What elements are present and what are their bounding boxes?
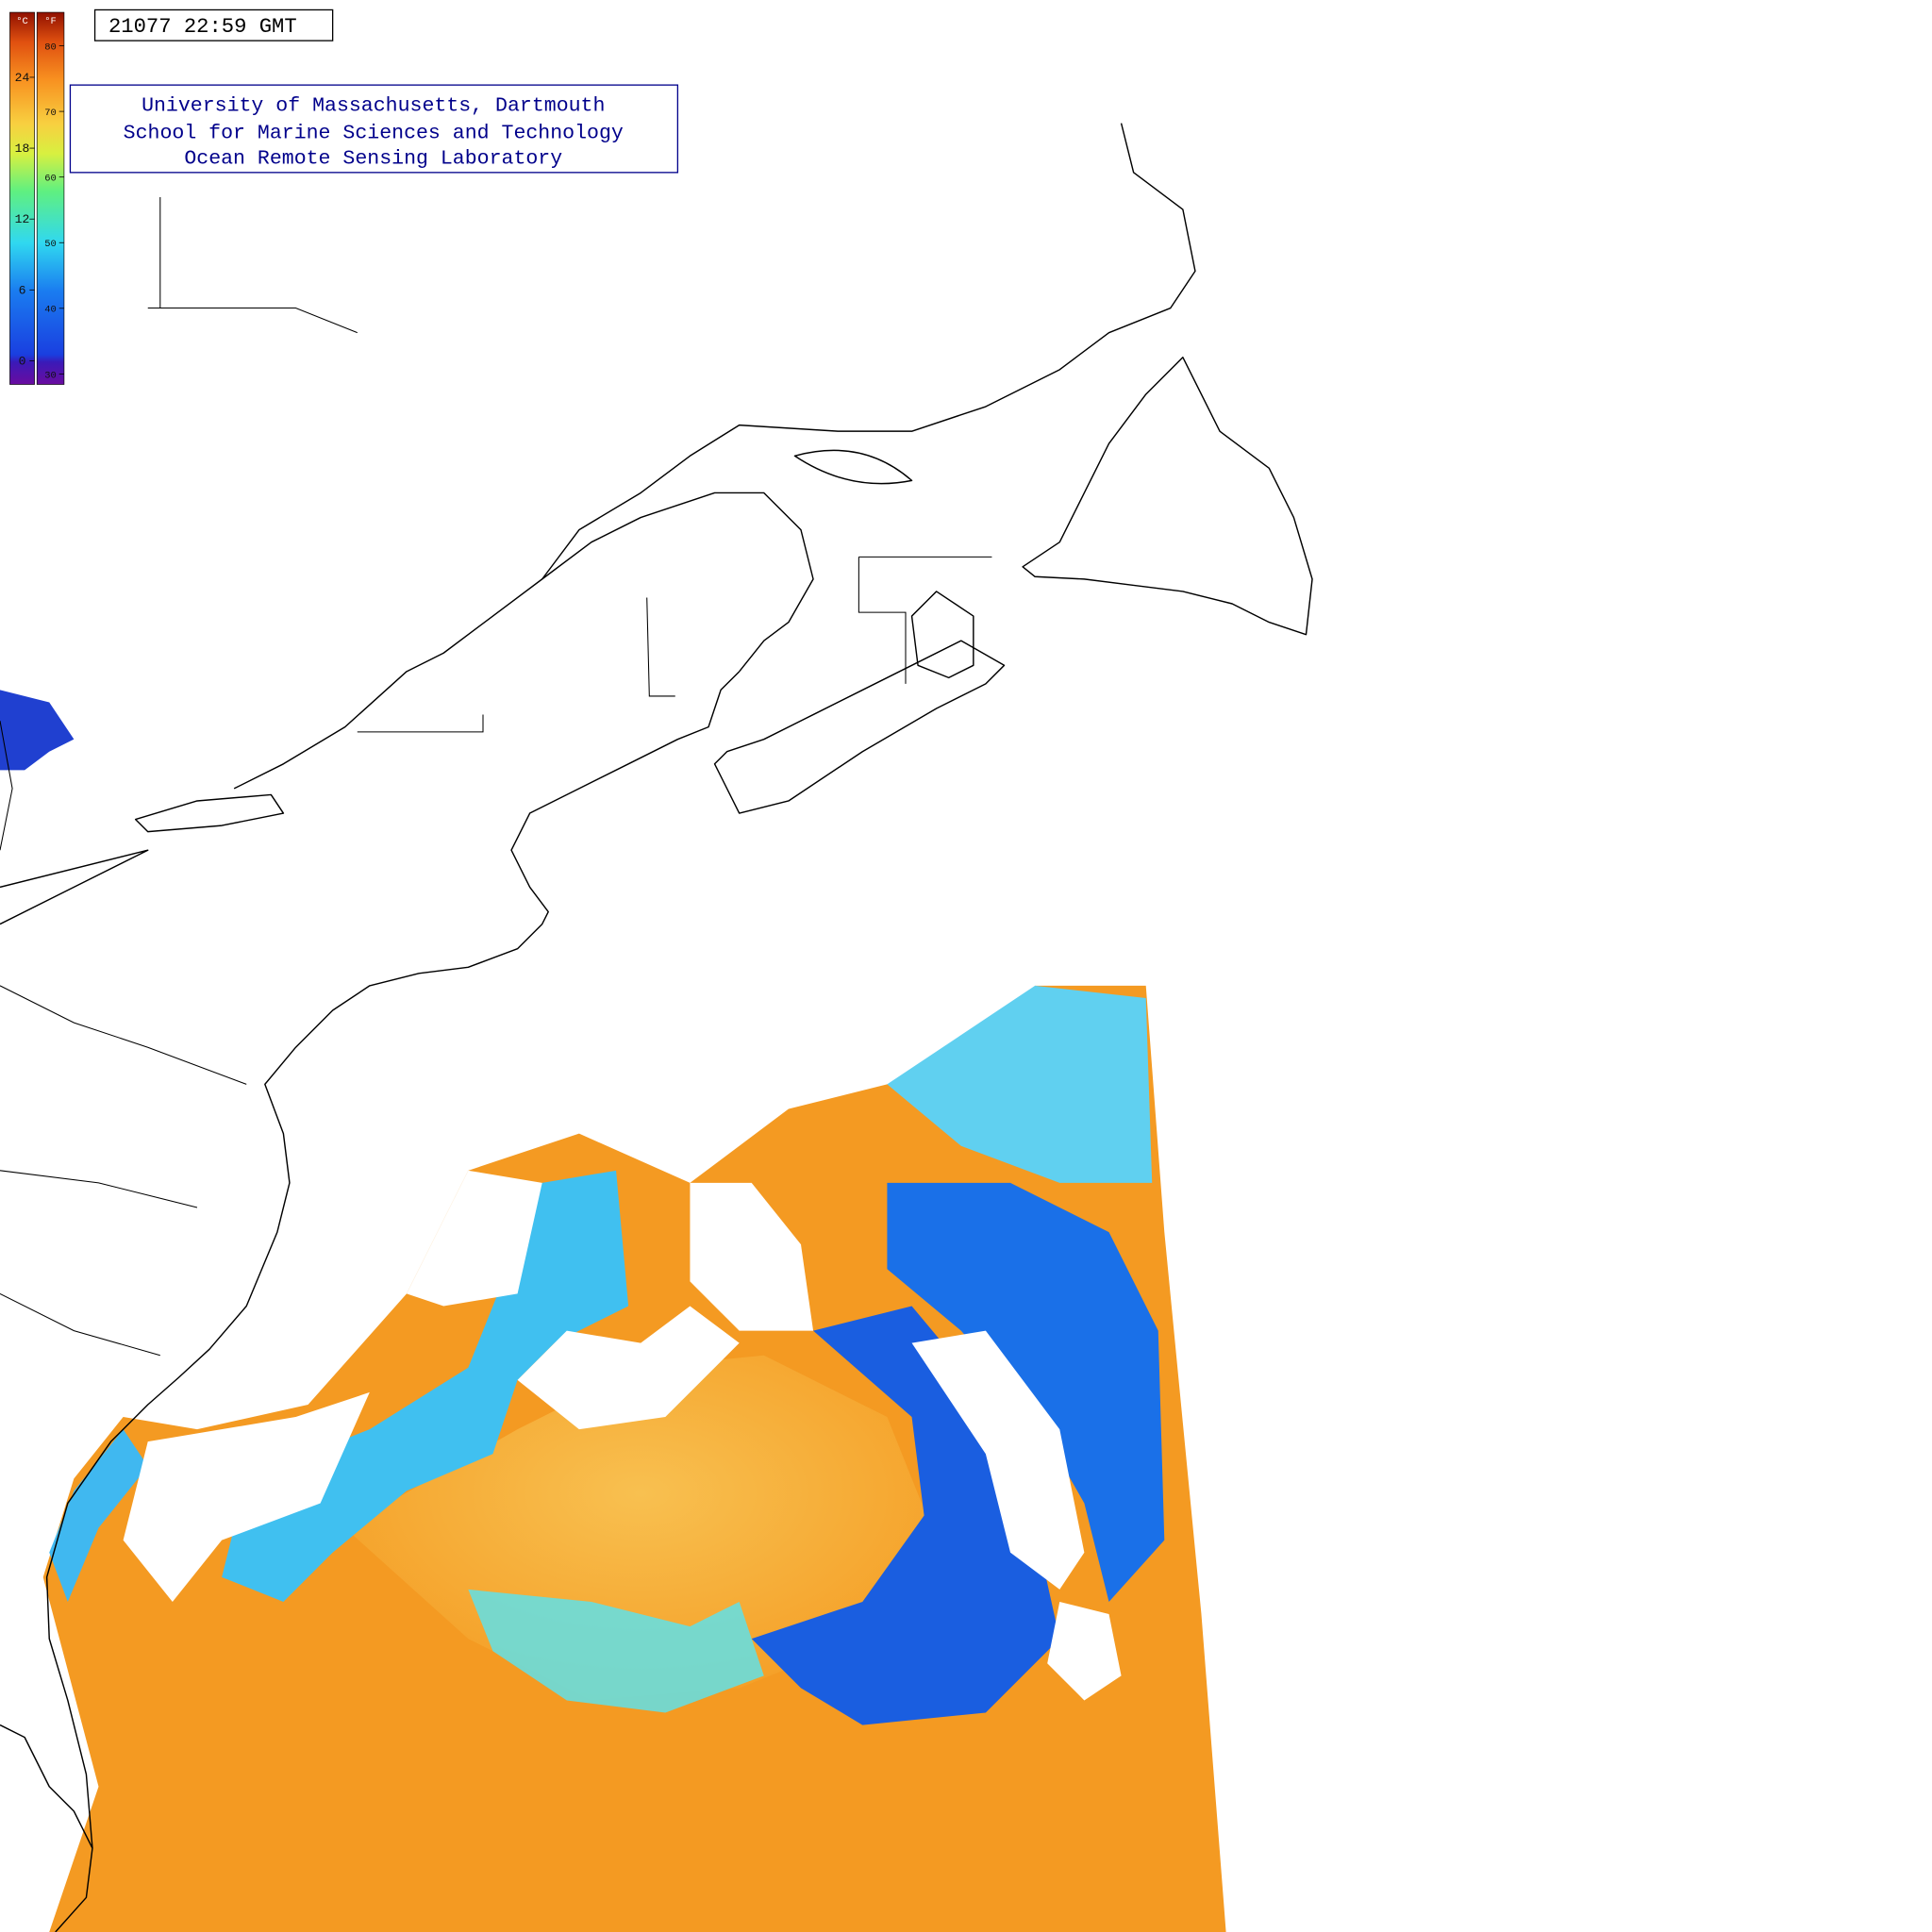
colorbar-tick-label: 50 xyxy=(44,239,57,250)
colorbar-bar xyxy=(36,11,65,385)
colorbar-tick-label: 40 xyxy=(44,305,57,316)
colorbar-bar xyxy=(9,11,35,385)
colorbar-tick-label: 30 xyxy=(44,370,57,381)
colorbar-unit: °F xyxy=(44,16,57,27)
timestamp-box xyxy=(93,8,334,42)
colorbar-unit: °C xyxy=(16,16,28,27)
colorbar-tick-label: 60 xyxy=(44,174,57,185)
colorbar-tick-label: 6 xyxy=(19,283,26,297)
colorbar-tick-label: 70 xyxy=(44,108,57,119)
credit-box xyxy=(69,84,679,174)
coastlines xyxy=(0,123,1313,1932)
credit-line: School for Marine Sciences and Technolog… xyxy=(124,122,624,144)
colorbar-tick-label: 24 xyxy=(15,71,30,85)
colorbar-tick-label: 12 xyxy=(15,212,30,226)
colorbar-tick-label: 18 xyxy=(15,142,30,156)
colorbar: °C 0 6 12 18 24 °F 30 40 50 60 70 80 xyxy=(9,11,65,385)
credit-line: Ocean Remote Sensing Laboratory xyxy=(184,148,562,171)
credit-line: University of Massachusetts, Dartmouth xyxy=(142,95,605,118)
colorbar-tick-label: 0 xyxy=(19,354,26,368)
timestamp: 21077 22:59 GMT xyxy=(108,15,297,39)
sst-imagery xyxy=(0,690,1226,1932)
colorbar-tick-label: 80 xyxy=(44,42,57,53)
